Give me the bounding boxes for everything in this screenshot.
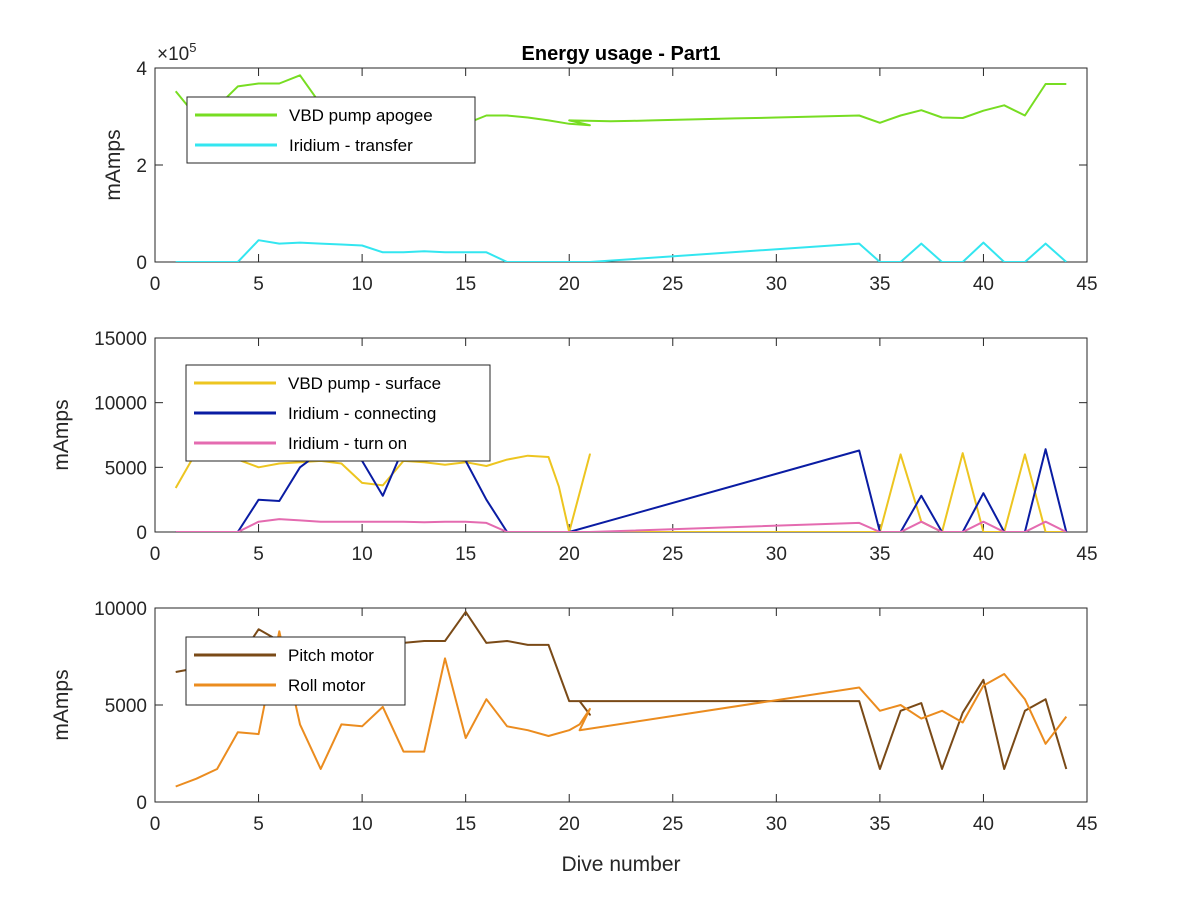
x-tick-label: 5 (253, 544, 264, 565)
y-exponent-base: ×10 (157, 44, 189, 65)
y-tick-label: 15000 (94, 329, 147, 350)
chart-panel-2: 0 5 10 15 20 25 30 35 40 45 0 5000 10000 15000 mAmps VB… (50, 329, 1098, 565)
x-tick-label: 35 (869, 814, 890, 835)
x-tick-label: 10 (352, 544, 373, 565)
y-tick-label: 2 (136, 156, 147, 177)
x-tick-label: 0 (150, 544, 161, 565)
x-tick-label: 30 (766, 274, 787, 295)
x-tick-label: 40 (973, 814, 994, 835)
legend-box (186, 96, 476, 164)
legend-entry-label: VBD pump apogee (289, 106, 433, 125)
y-tick-label: 0 (136, 253, 147, 274)
legend-entry-label: Roll motor (288, 676, 366, 695)
legend: VBD pump apogee Iridium - transfer (186, 96, 476, 164)
x-tick-label: 0 (150, 274, 161, 295)
y-axis-label: mAmps (102, 129, 125, 200)
legend-box (185, 636, 406, 706)
legend-entry-label: VBD pump - surface (288, 374, 441, 393)
x-tick-label: 25 (662, 544, 683, 565)
y-tick-label: 0 (136, 523, 147, 544)
x-tick-label: 40 (973, 544, 994, 565)
x-tick-label: 35 (869, 274, 890, 295)
legend: VBD pump - surface Iridium - connecting Ir… (185, 364, 491, 462)
x-tick-label: 30 (766, 814, 787, 835)
x-tick-label: 25 (662, 814, 683, 835)
y-tick-label: 10000 (94, 599, 147, 620)
x-tick-label: 30 (766, 544, 787, 565)
x-tick-label: 20 (559, 274, 580, 295)
x-tick-label: 20 (559, 814, 580, 835)
y-tick-label: 4 (136, 59, 147, 80)
x-tick-label: 40 (973, 274, 994, 295)
x-tick-label: 45 (1076, 544, 1097, 565)
chart-panel-3: 0 5 10 15 20 25 30 35 40 45 0 5000 10000 mAmps Dive nu… (50, 599, 1098, 876)
series-line-iridium-connecting (175, 446, 1068, 532)
x-tick-label: 25 (662, 274, 683, 295)
legend-entry-label: Iridium - turn on (288, 434, 407, 453)
x-tick-label: 0 (150, 814, 161, 835)
y-axis-label: mAmps (50, 399, 73, 470)
y-tick-label: 5000 (105, 458, 147, 479)
y-exponent-label: ×105 (157, 40, 196, 65)
x-tick-label: 15 (455, 544, 476, 565)
series-line-vbd-pump-surface (174, 450, 1067, 532)
y-axis-label: mAmps (50, 669, 73, 740)
legend: Pitch motor Roll motor (185, 636, 406, 706)
y-tick-label: 0 (136, 793, 147, 814)
series-line-iridium-transfer (175, 239, 1067, 262)
series-line-iridium-turn-on (175, 518, 1067, 532)
x-axis-label: Dive number (561, 853, 680, 876)
x-tick-label: 20 (559, 544, 580, 565)
x-tick-label: 45 (1076, 814, 1097, 835)
x-tick-label: 10 (352, 814, 373, 835)
legend-entry-label: Iridium - transfer (289, 136, 413, 155)
x-tick-label: 5 (253, 814, 264, 835)
x-tick-label: 15 (455, 274, 476, 295)
x-tick-label: 15 (455, 814, 476, 835)
x-tick-label: 10 (352, 274, 373, 295)
x-tick-label: 45 (1076, 274, 1097, 295)
x-tick-label: 35 (869, 544, 890, 565)
y-tick-label: 10000 (94, 394, 147, 415)
chart-title: Energy usage - Part1 (522, 43, 721, 65)
y-tick-label: 5000 (105, 696, 147, 717)
legend-entry-label: Iridium - connecting (288, 404, 436, 423)
x-tick-label: 5 (253, 274, 264, 295)
legend-entry-label: Pitch motor (288, 646, 374, 665)
y-exponent-power: 5 (189, 40, 196, 55)
